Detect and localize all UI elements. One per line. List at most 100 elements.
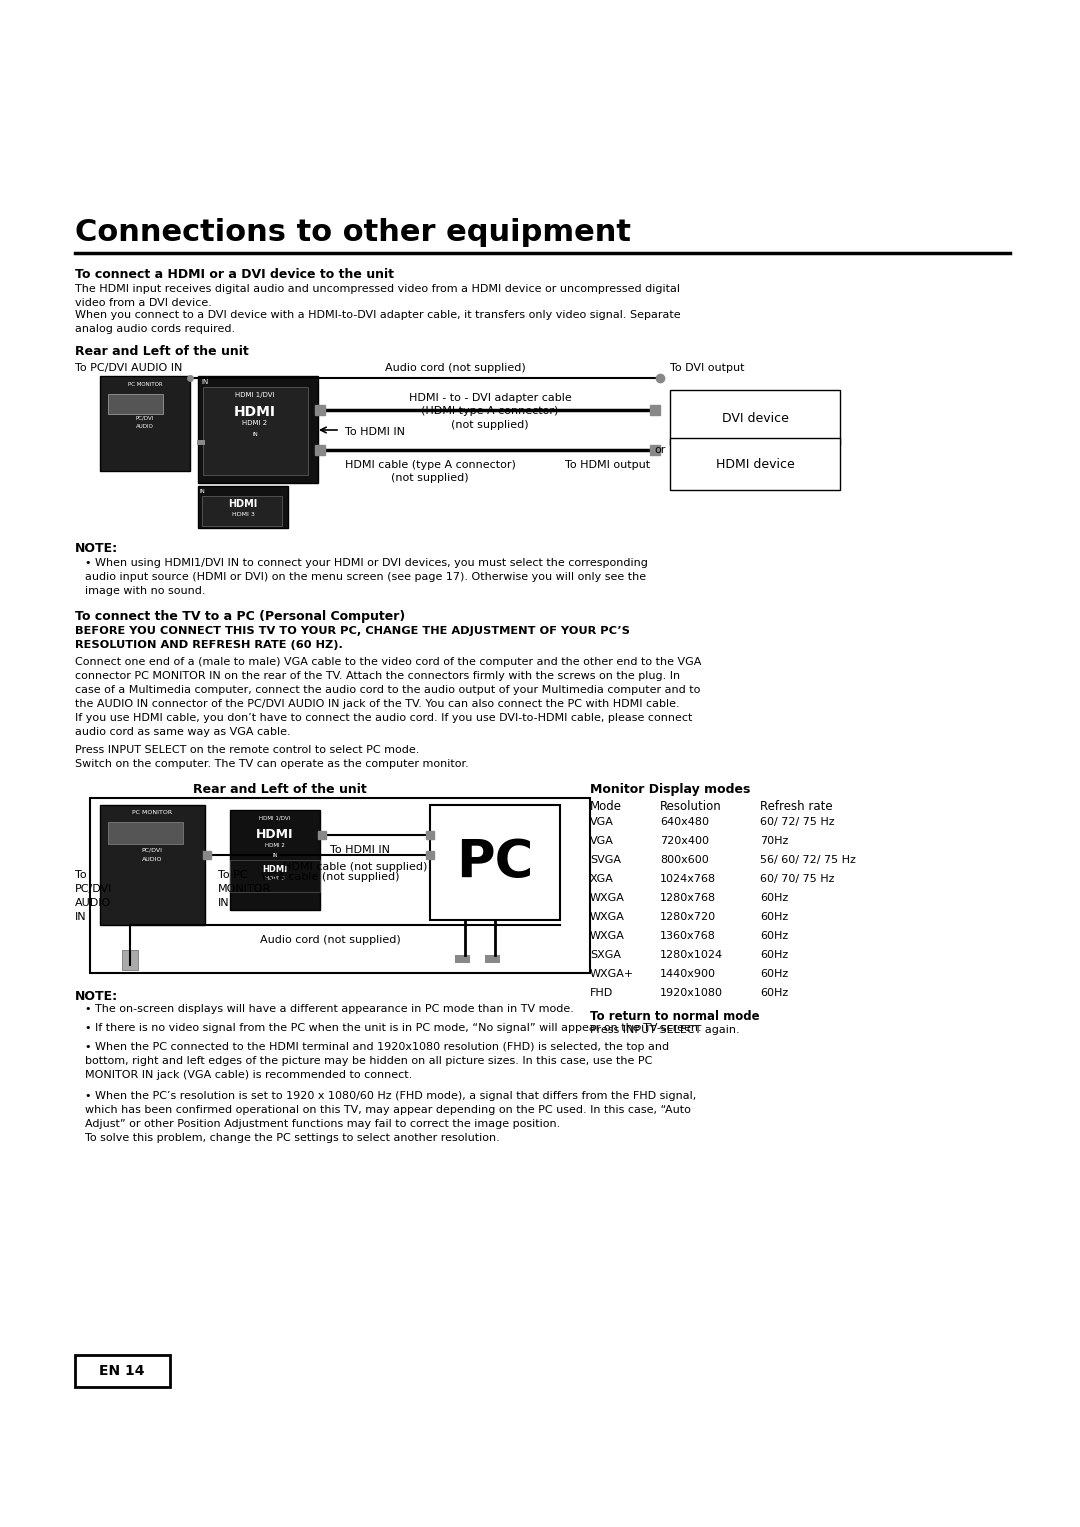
Text: To PC/DVI AUDIO IN: To PC/DVI AUDIO IN	[75, 363, 183, 373]
Text: DVI device: DVI device	[721, 411, 788, 425]
Text: SXGA: SXGA	[590, 950, 621, 960]
Text: WXGA: WXGA	[590, 931, 625, 941]
Text: WXGA: WXGA	[590, 893, 625, 902]
Text: HDMI: HDMI	[262, 864, 287, 873]
Text: IN: IN	[200, 489, 206, 495]
Text: 1280x720: 1280x720	[660, 912, 716, 922]
Text: HDMI device: HDMI device	[716, 458, 795, 472]
Bar	[203, 386, 308, 475]
Text: • When using HDMI1/DVI IN to connect your HDMI or DVI devices, you must select t: • When using HDMI1/DVI IN to connect you…	[85, 557, 648, 596]
Text: Resolution: Resolution	[660, 800, 721, 812]
Text: NOTE:: NOTE:	[75, 542, 118, 554]
Bar	[202, 496, 282, 525]
Text: HDMI 2: HDMI 2	[242, 420, 268, 426]
Text: To DVI output: To DVI output	[670, 363, 744, 373]
Text: HDMI 3: HDMI 3	[265, 876, 285, 881]
Bar	[430, 805, 561, 919]
Text: HDMI 2: HDMI 2	[265, 843, 285, 847]
Text: 70Hz: 70Hz	[760, 835, 788, 846]
Text: To return to normal mode: To return to normal mode	[590, 1009, 759, 1023]
Text: NOTE:: NOTE:	[75, 989, 118, 1003]
Text: HDMI: HDMI	[256, 828, 294, 841]
Text: 1360x768: 1360x768	[660, 931, 716, 941]
Text: Refresh rate: Refresh rate	[760, 800, 833, 812]
Text: 640x480: 640x480	[660, 817, 708, 828]
Text: Audio cord (not supplied): Audio cord (not supplied)	[259, 935, 401, 945]
Bar	[670, 389, 840, 444]
Bar	[75, 1354, 170, 1387]
Text: • If there is no video signal from the PC when the unit is in PC mode, “No signa: • If there is no video signal from the P…	[85, 1023, 702, 1032]
Text: HDMI - to - DVI adapter cable
(HDMI type A connector): HDMI - to - DVI adapter cable (HDMI type…	[408, 392, 571, 417]
Text: WXGA: WXGA	[590, 912, 625, 922]
Text: IN: IN	[272, 854, 278, 858]
Text: 800x600: 800x600	[660, 855, 708, 864]
Bar	[197, 440, 205, 444]
Text: To HDMI output: To HDMI output	[565, 460, 650, 470]
Text: Connections to other equipment: Connections to other equipment	[75, 218, 631, 247]
Bar	[90, 799, 590, 973]
Bar	[485, 954, 500, 964]
Text: To connect the TV to a PC (Personal Computer): To connect the TV to a PC (Personal Comp…	[75, 609, 405, 623]
Text: To HDMI IN: To HDMI IN	[345, 428, 405, 437]
Bar	[198, 486, 288, 528]
Text: Connect one end of a (male to male) VGA cable to the video cord of the computer : Connect one end of a (male to male) VGA …	[75, 657, 701, 738]
Text: IN: IN	[201, 379, 208, 385]
Text: AUDIO: AUDIO	[141, 857, 162, 863]
Text: HDMI: HDMI	[234, 405, 276, 418]
Text: HDMI 1/DVI: HDMI 1/DVI	[259, 815, 291, 822]
Text: 60Hz: 60Hz	[760, 950, 788, 960]
Text: 1440x900: 1440x900	[660, 970, 716, 979]
Text: To connect a HDMI or a DVI device to the unit: To connect a HDMI or a DVI device to the…	[75, 269, 394, 281]
Text: VGA: VGA	[590, 817, 613, 828]
Text: 1920x1080: 1920x1080	[660, 988, 723, 999]
Text: XGA: XGA	[590, 873, 613, 884]
Text: HDMI 1/DVI: HDMI 1/DVI	[235, 392, 274, 399]
Text: Rear and Left of the unit: Rear and Left of the unit	[75, 345, 248, 357]
Text: PC/DVI: PC/DVI	[136, 415, 154, 421]
Bar	[198, 376, 318, 483]
Text: PC MONITOR: PC MONITOR	[127, 382, 162, 386]
Bar	[108, 394, 163, 414]
Text: 60Hz: 60Hz	[760, 988, 788, 999]
Text: 56/ 60/ 72/ 75 Hz: 56/ 60/ 72/ 75 Hz	[760, 855, 855, 864]
Text: HDMI cable (not supplied): HDMI cable (not supplied)	[283, 863, 428, 872]
Text: Switch on the computer. The TV can operate as the computer monitor.: Switch on the computer. The TV can opera…	[75, 759, 469, 770]
Text: 720x400: 720x400	[660, 835, 708, 846]
Text: To PC
MONITOR
IN: To PC MONITOR IN	[218, 870, 271, 909]
Text: BEFORE YOU CONNECT THIS TV TO YOUR PC, CHANGE THE ADJUSTMENT OF YOUR PC’S
RESOLU: BEFORE YOU CONNECT THIS TV TO YOUR PC, C…	[75, 626, 630, 651]
Bar	[230, 809, 320, 910]
Text: PC/DVI: PC/DVI	[141, 847, 162, 854]
Text: • When the PC’s resolution is set to 1920 x 1080/60 Hz (FHD mode), a signal that: • When the PC’s resolution is set to 192…	[85, 1090, 697, 1144]
Text: To
PC/DVI
AUDIO
IN: To PC/DVI AUDIO IN	[75, 870, 112, 922]
Text: Rear and Left of the unit: Rear and Left of the unit	[193, 783, 367, 796]
Text: PC MONITOR: PC MONITOR	[132, 809, 172, 815]
Text: HDMI 3: HDMI 3	[231, 512, 255, 518]
Text: Mode: Mode	[590, 800, 622, 812]
Text: • The on-screen displays will have a different appearance in PC mode than in TV : • The on-screen displays will have a dif…	[85, 1003, 573, 1014]
Text: When you connect to a DVI device with a HDMI-to-DVI adapter cable, it transfers : When you connect to a DVI device with a …	[75, 310, 680, 334]
Text: 60/ 70/ 75 Hz: 60/ 70/ 75 Hz	[760, 873, 835, 884]
Text: VGA: VGA	[590, 835, 613, 846]
Text: 60/ 72/ 75 Hz: 60/ 72/ 75 Hz	[760, 817, 835, 828]
Text: 60Hz: 60Hz	[760, 893, 788, 902]
Bar	[230, 860, 320, 892]
Text: SVGA: SVGA	[590, 855, 621, 864]
Text: The HDMI input receives digital audio and uncompressed video from a HDMI device : The HDMI input receives digital audio an…	[75, 284, 680, 308]
Text: FHD: FHD	[590, 988, 613, 999]
Bar	[100, 376, 190, 470]
Text: 60Hz: 60Hz	[760, 970, 788, 979]
Text: Monitor Display modes: Monitor Display modes	[590, 783, 751, 796]
Text: 1280x768: 1280x768	[660, 893, 716, 902]
Text: To HDMI IN: To HDMI IN	[330, 844, 390, 855]
Bar	[108, 822, 183, 844]
Bar	[455, 954, 470, 964]
Text: Audio cord (not supplied): Audio cord (not supplied)	[384, 363, 526, 373]
Text: EN 14: EN 14	[99, 1364, 145, 1377]
Text: VGA cable (not supplied): VGA cable (not supplied)	[260, 872, 400, 883]
Text: HDMI cable (type A connector)
(not supplied): HDMI cable (type A connector) (not suppl…	[345, 460, 515, 483]
Text: Press INPUT SELECT again.: Press INPUT SELECT again.	[590, 1025, 740, 1035]
Text: 60Hz: 60Hz	[760, 912, 788, 922]
Text: (not supplied): (not supplied)	[451, 420, 529, 431]
Text: WXGA+: WXGA+	[590, 970, 634, 979]
Text: PC: PC	[457, 837, 534, 889]
